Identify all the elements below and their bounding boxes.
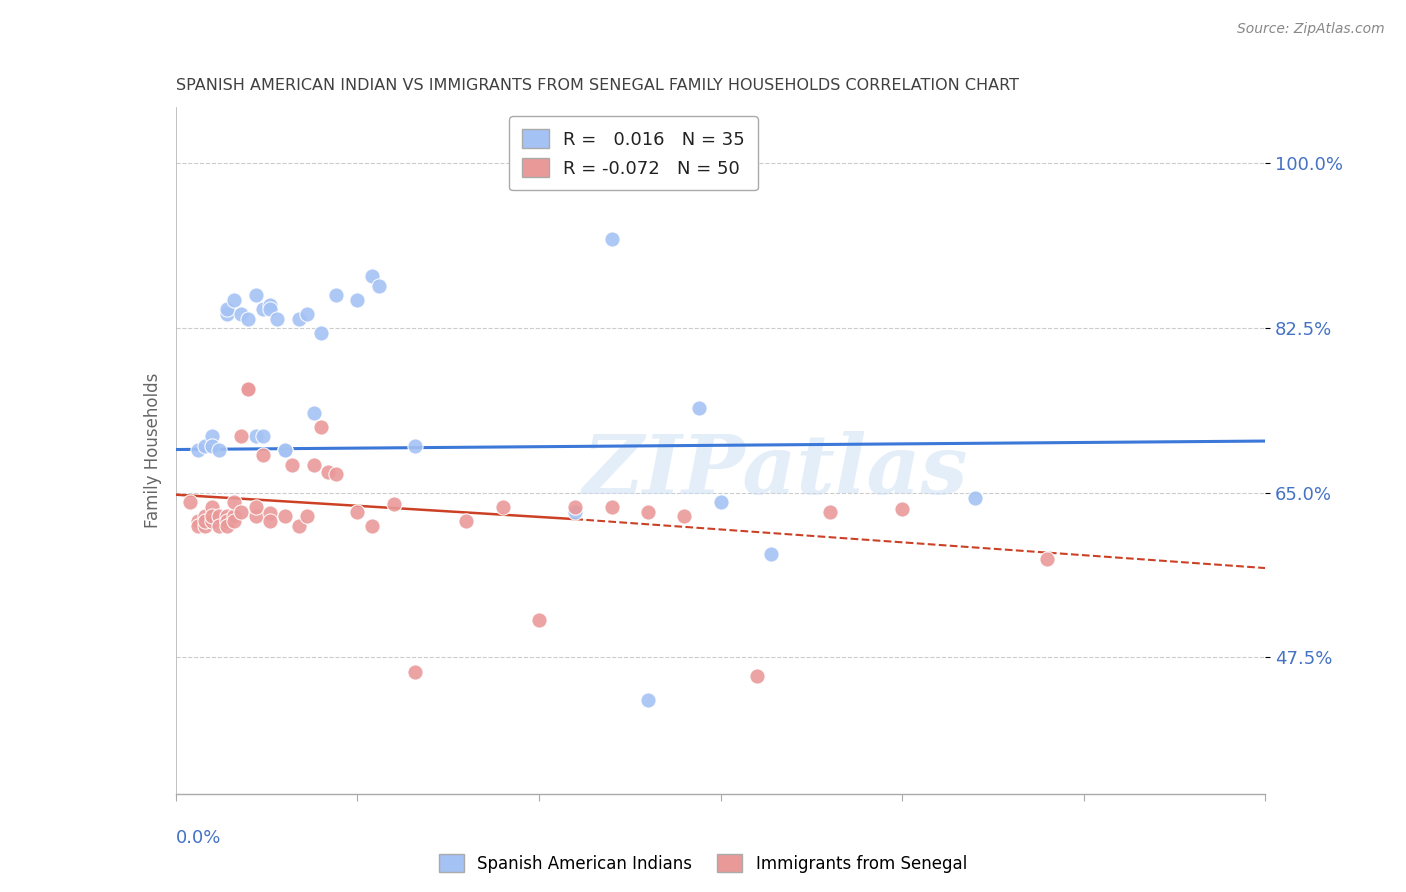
Point <box>302 406 325 420</box>
Point <box>637 693 659 707</box>
Point <box>179 495 201 509</box>
Point <box>245 509 267 524</box>
Point <box>673 509 696 524</box>
Point <box>201 429 224 443</box>
Point <box>252 302 274 317</box>
Point <box>360 518 382 533</box>
Text: 0.0%: 0.0% <box>176 829 221 847</box>
Point <box>215 514 238 528</box>
Point <box>274 443 297 458</box>
Point <box>215 514 238 528</box>
Point <box>302 458 325 472</box>
Point <box>688 401 710 416</box>
Point <box>194 514 217 528</box>
Point <box>231 505 253 519</box>
Point <box>281 458 304 472</box>
Point <box>346 293 368 307</box>
Legend: R =   0.016   N = 35, R = -0.072   N = 50: R = 0.016 N = 35, R = -0.072 N = 50 <box>509 116 758 190</box>
Point <box>274 443 297 458</box>
Point <box>346 505 368 519</box>
Text: Source: ZipAtlas.com: Source: ZipAtlas.com <box>1237 22 1385 37</box>
Point <box>259 298 281 312</box>
Point <box>1036 551 1059 566</box>
Point <box>405 665 427 679</box>
Point <box>208 518 231 533</box>
Point <box>761 547 783 561</box>
Point <box>231 307 253 321</box>
Point <box>360 269 382 284</box>
Point <box>527 613 550 627</box>
Point <box>215 509 238 524</box>
Point <box>238 382 260 396</box>
Point <box>201 500 224 514</box>
Point <box>368 278 391 293</box>
Point <box>222 495 245 509</box>
Point <box>266 311 288 326</box>
Point <box>295 509 318 524</box>
Point <box>215 307 238 321</box>
Point <box>745 669 768 683</box>
Point <box>564 500 586 514</box>
Point <box>215 518 238 533</box>
Point <box>208 509 231 524</box>
Point <box>201 514 224 528</box>
Point <box>325 467 347 481</box>
Point <box>186 518 209 533</box>
Point <box>238 382 260 396</box>
Point <box>325 288 347 302</box>
Point <box>222 514 245 528</box>
Point <box>259 302 281 317</box>
Point <box>309 326 332 340</box>
Point <box>295 307 318 321</box>
Point <box>186 443 209 458</box>
Point <box>963 491 986 505</box>
Point <box>238 311 260 326</box>
Point <box>194 509 217 524</box>
Point <box>637 505 659 519</box>
Point <box>309 420 332 434</box>
Text: ZIPatlas: ZIPatlas <box>582 431 967 511</box>
Y-axis label: Family Households: Family Households <box>143 373 162 528</box>
Point <box>405 439 427 453</box>
Point <box>208 443 231 458</box>
Point <box>274 509 297 524</box>
Point <box>194 518 217 533</box>
Point <box>231 429 253 443</box>
Point <box>259 514 281 528</box>
Point <box>194 439 217 453</box>
Point <box>818 505 841 519</box>
Point <box>288 518 311 533</box>
Point <box>252 448 274 462</box>
Point <box>259 507 281 521</box>
Point <box>245 500 267 514</box>
Text: SPANISH AMERICAN INDIAN VS IMMIGRANTS FROM SENEGAL FAMILY HOUSEHOLDS CORRELATION: SPANISH AMERICAN INDIAN VS IMMIGRANTS FR… <box>176 78 1019 94</box>
Point <box>492 500 515 514</box>
Point <box>186 514 209 528</box>
Point <box>382 497 405 511</box>
Point <box>222 509 245 524</box>
Legend: Spanish American Indians, Immigrants from Senegal: Spanish American Indians, Immigrants fro… <box>433 847 973 880</box>
Point <box>600 500 623 514</box>
Point <box>201 509 224 524</box>
Point <box>456 514 478 528</box>
Point <box>891 501 914 516</box>
Point <box>710 495 733 509</box>
Point <box>245 288 267 302</box>
Point <box>318 465 340 479</box>
Point <box>222 293 245 307</box>
Point <box>201 439 224 453</box>
Point <box>288 311 311 326</box>
Point <box>600 232 623 246</box>
Point <box>215 302 238 317</box>
Point <box>564 505 586 519</box>
Point <box>245 429 267 443</box>
Point <box>252 429 274 443</box>
